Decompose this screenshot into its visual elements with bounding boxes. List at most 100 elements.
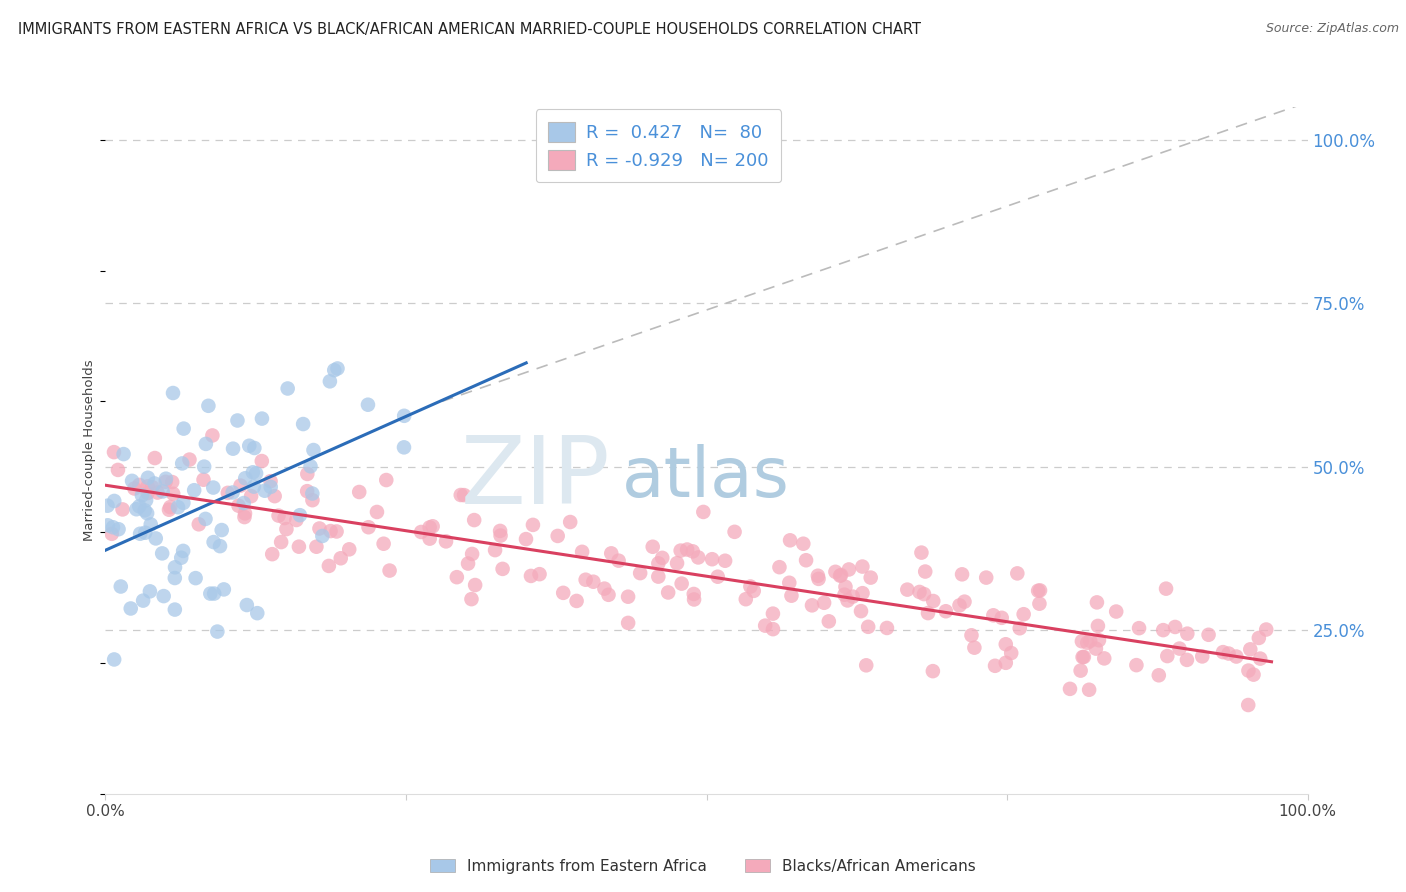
Point xyxy=(1191,649,1213,664)
Point xyxy=(155,472,177,486)
Point xyxy=(311,529,333,543)
Point xyxy=(768,560,790,574)
Point xyxy=(600,546,623,560)
Point xyxy=(682,587,704,601)
Point xyxy=(292,417,315,431)
Point xyxy=(236,598,259,612)
Point xyxy=(450,488,472,502)
Point xyxy=(163,602,186,616)
Point xyxy=(197,399,219,413)
Point xyxy=(515,532,537,546)
Point xyxy=(329,551,352,566)
Point xyxy=(242,466,264,480)
Point xyxy=(460,592,482,607)
Point xyxy=(851,586,873,600)
Point xyxy=(326,361,349,376)
Point xyxy=(1249,651,1271,665)
Point xyxy=(96,499,118,513)
Point xyxy=(553,586,575,600)
Point xyxy=(683,592,706,607)
Point xyxy=(172,544,194,558)
Point xyxy=(1237,664,1260,678)
Point xyxy=(565,594,588,608)
Point xyxy=(193,473,215,487)
Point xyxy=(464,578,486,592)
Point xyxy=(778,575,800,590)
Point xyxy=(1152,623,1174,637)
Point xyxy=(187,517,209,532)
Point xyxy=(434,534,457,549)
Point xyxy=(211,523,233,537)
Point xyxy=(1070,664,1092,678)
Point xyxy=(262,547,284,561)
Point xyxy=(139,517,162,532)
Point xyxy=(1198,628,1220,642)
Point xyxy=(285,513,308,527)
Point xyxy=(128,478,150,492)
Point xyxy=(453,488,475,502)
Point xyxy=(981,608,1004,623)
Point xyxy=(834,580,856,594)
Point xyxy=(378,564,401,578)
Point xyxy=(183,483,205,498)
Point xyxy=(463,513,485,527)
Point xyxy=(128,500,150,514)
Point xyxy=(194,512,217,526)
Point xyxy=(1212,645,1234,659)
Point xyxy=(233,471,256,485)
Point xyxy=(305,540,328,554)
Point xyxy=(201,428,224,442)
Point xyxy=(1071,650,1094,665)
Point xyxy=(212,582,235,597)
Point xyxy=(134,525,156,540)
Point xyxy=(522,517,544,532)
Point xyxy=(422,519,444,533)
Point xyxy=(200,586,222,600)
Point xyxy=(132,593,155,607)
Point xyxy=(172,457,194,471)
Point xyxy=(107,463,129,477)
Point xyxy=(1088,633,1111,648)
Point xyxy=(101,526,124,541)
Point xyxy=(1147,668,1170,682)
Point xyxy=(226,413,249,427)
Point xyxy=(706,570,728,584)
Point xyxy=(692,505,714,519)
Point xyxy=(1026,583,1049,598)
Point xyxy=(571,545,593,559)
Point xyxy=(217,486,239,500)
Point xyxy=(125,502,148,516)
Point xyxy=(134,503,156,517)
Point xyxy=(270,535,292,549)
Point xyxy=(163,571,186,585)
Point xyxy=(323,363,346,377)
Point xyxy=(101,520,124,534)
Point xyxy=(547,529,569,543)
Point xyxy=(484,543,506,558)
Point xyxy=(318,558,340,573)
Point xyxy=(647,557,669,571)
Point xyxy=(1073,649,1095,664)
Point xyxy=(129,526,152,541)
Point xyxy=(935,604,957,618)
Point xyxy=(267,508,290,523)
Y-axis label: Married-couple Households: Married-couple Households xyxy=(83,359,96,541)
Point xyxy=(139,584,162,599)
Point xyxy=(143,450,166,465)
Point xyxy=(1085,595,1108,609)
Point xyxy=(202,586,225,600)
Point xyxy=(837,593,859,607)
Point xyxy=(259,474,281,488)
Point xyxy=(1168,641,1191,656)
Point xyxy=(136,486,159,500)
Point xyxy=(1105,605,1128,619)
Point xyxy=(112,447,135,461)
Point xyxy=(876,621,898,635)
Point xyxy=(193,459,215,474)
Point xyxy=(676,542,699,557)
Point xyxy=(560,515,582,529)
Point xyxy=(121,474,143,488)
Point xyxy=(221,485,243,500)
Point xyxy=(1175,626,1198,640)
Point xyxy=(111,502,134,516)
